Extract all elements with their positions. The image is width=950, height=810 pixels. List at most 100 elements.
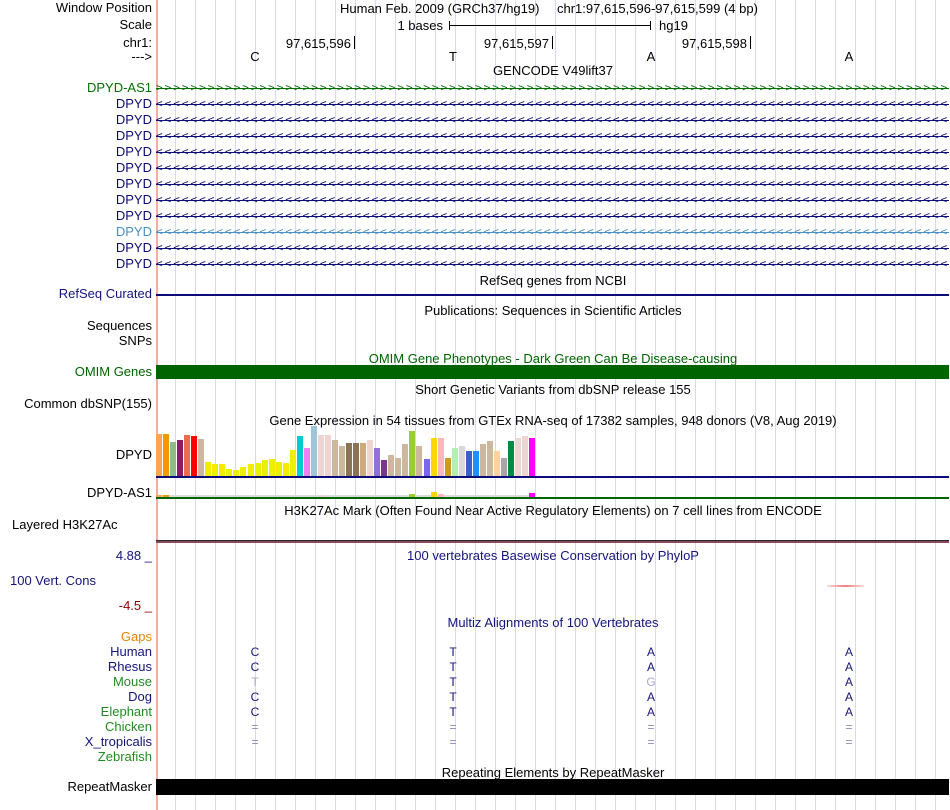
gtex-tissue-bar[interactable]	[515, 438, 521, 476]
gencode-gene-arrows[interactable]: <<<<<<<<<<<<<<<<<<<<<<<<<<<<<<<<<<<<<<<<…	[156, 161, 949, 174]
multiz-species-label[interactable]: Elephant	[100, 704, 152, 719]
omim-genes-label[interactable]: OMIM Genes	[74, 364, 152, 379]
gencode-gene-arrows[interactable]: <<<<<<<<<<<<<<<<<<<<<<<<<<<<<<<<<<<<<<<<…	[156, 129, 949, 142]
gtex-tissue-bar[interactable]	[438, 438, 444, 476]
gtex-tissue-bar[interactable]	[353, 443, 359, 476]
sequences-label[interactable]: Sequences	[86, 318, 152, 333]
multiz-species-label[interactable]: Human	[110, 644, 152, 659]
gtex-dpyd-label[interactable]: DPYD	[115, 447, 152, 462]
gtex-tissue-bar[interactable]	[381, 460, 387, 476]
gtex-tissue-bar[interactable]	[233, 470, 239, 476]
gencode-gene-arrows[interactable]: >>>>>>>>>>>>>>>>>>>>>>>>>>>>>>>>>>>>>>>>…	[156, 81, 949, 94]
gtex-tissue-bar[interactable]	[311, 426, 317, 476]
gtex-tissue-bar[interactable]	[262, 460, 268, 476]
gtex-tissue-bar[interactable]	[325, 435, 331, 476]
repeatmasker-bar[interactable]	[156, 779, 949, 795]
gtex-tissue-bar[interactable]	[255, 463, 261, 476]
gencode-gene-label[interactable]: DPYD-AS1	[86, 80, 152, 95]
gencode-gene-label[interactable]: DPYD	[115, 240, 152, 255]
gtex-as1-tissue-bar[interactable]	[529, 493, 535, 497]
gencode-gene-arrows[interactable]: <<<<<<<<<<<<<<<<<<<<<<<<<<<<<<<<<<<<<<<<…	[156, 209, 949, 222]
gtex-as1-tissue-bar[interactable]	[318, 495, 324, 497]
gtex-as1-tissue-bar[interactable]	[431, 492, 437, 497]
gtex-tissue-bar[interactable]	[346, 443, 352, 476]
h3k27ac-signal-line[interactable]	[156, 540, 949, 543]
gtex-tissue-bar[interactable]	[226, 469, 232, 476]
gtex-tissue-bar[interactable]	[304, 448, 310, 476]
gencode-gene-arrows[interactable]: <<<<<<<<<<<<<<<<<<<<<<<<<<<<<<<<<<<<<<<<…	[156, 257, 949, 270]
gtex-tissue-bar[interactable]	[402, 444, 408, 476]
gtex-tissue-bar[interactable]	[424, 459, 430, 476]
gtex-tissue-bar[interactable]	[283, 463, 289, 476]
multiz-species-label[interactable]: Zebrafish	[97, 749, 152, 764]
gencode-gene-arrows[interactable]: <<<<<<<<<<<<<<<<<<<<<<<<<<<<<<<<<<<<<<<<…	[156, 193, 949, 206]
gtex-tissue-bar[interactable]	[184, 435, 190, 476]
gtex-tissue-bar[interactable]	[466, 451, 472, 476]
gtex-as1-tissue-bar[interactable]	[163, 495, 169, 497]
phylop-track-label[interactable]: 100 Vert. Cons	[10, 573, 96, 588]
gtex-tissue-bar[interactable]	[163, 434, 169, 476]
h3k27ac-label[interactable]: Layered H3K27Ac	[12, 517, 118, 532]
multiz-species-label[interactable]: Mouse	[112, 674, 152, 689]
gencode-gene-arrows[interactable]: <<<<<<<<<<<<<<<<<<<<<<<<<<<<<<<<<<<<<<<<…	[156, 177, 949, 190]
gtex-tissue-bar[interactable]	[374, 448, 380, 476]
gencode-gene-arrows[interactable]: <<<<<<<<<<<<<<<<<<<<<<<<<<<<<<<<<<<<<<<<…	[156, 97, 949, 110]
gencode-gene-label[interactable]: DPYD	[115, 160, 152, 175]
gencode-gene-label[interactable]: DPYD	[115, 256, 152, 271]
gtex-tissue-bar[interactable]	[205, 462, 211, 476]
gtex-tissue-bar[interactable]	[416, 446, 422, 476]
gencode-gene-label[interactable]: DPYD	[115, 208, 152, 223]
gtex-tissue-bar[interactable]	[480, 444, 486, 476]
gtex-tissue-bar[interactable]	[290, 450, 296, 476]
gtex-tissue-bar[interactable]	[332, 440, 338, 476]
gtex-tissue-bar[interactable]	[529, 438, 535, 476]
gtex-tissue-bar[interactable]	[177, 440, 183, 476]
gtex-tissue-bar[interactable]	[198, 439, 204, 476]
gtex-tissue-bar[interactable]	[431, 438, 437, 476]
omim-gene-bar[interactable]	[156, 365, 949, 379]
gtex-as1-tissue-bar[interactable]	[438, 494, 444, 497]
gtex-tissue-bar[interactable]	[212, 464, 218, 476]
gencode-gene-arrows[interactable]: <<<<<<<<<<<<<<<<<<<<<<<<<<<<<<<<<<<<<<<<…	[156, 145, 949, 158]
gtex-tissue-bar[interactable]	[409, 431, 415, 476]
gencode-gene-label[interactable]: DPYD	[115, 224, 152, 239]
gtex-tissue-bar[interactable]	[269, 459, 275, 476]
multiz-species-label[interactable]: Chicken	[105, 719, 152, 734]
gtex-tissue-bar[interactable]	[360, 443, 366, 476]
gtex-as1-tissue-bar[interactable]	[409, 494, 415, 497]
gencode-gene-arrows[interactable]: <<<<<<<<<<<<<<<<<<<<<<<<<<<<<<<<<<<<<<<<…	[156, 113, 949, 126]
common-dbsnp-label[interactable]: Common dbSNP(155)	[24, 396, 152, 411]
gtex-as1-tissue-bar[interactable]	[515, 495, 521, 497]
gtex-tissue-bar[interactable]	[318, 435, 324, 476]
multiz-species-label[interactable]: Rhesus	[107, 659, 152, 674]
gencode-gene-label[interactable]: DPYD	[115, 176, 152, 191]
phylop-signal-dash[interactable]	[827, 585, 864, 587]
gencode-gene-arrows[interactable]: <<<<<<<<<<<<<<<<<<<<<<<<<<<<<<<<<<<<<<<<…	[156, 225, 949, 238]
gtex-tissue-bar[interactable]	[452, 448, 458, 476]
gtex-tissue-bar[interactable]	[367, 440, 373, 476]
multiz-species-label[interactable]: Dog	[128, 689, 152, 704]
gencode-gene-label[interactable]: DPYD	[115, 192, 152, 207]
refseq-curated-label[interactable]: RefSeq Curated	[58, 286, 152, 301]
gtex-tissue-bar[interactable]	[276, 462, 282, 476]
direction-label[interactable]: --->	[131, 49, 152, 64]
gtex-tissue-bar[interactable]	[170, 442, 176, 476]
multiz-species-label[interactable]: X_tropicalis	[84, 734, 152, 749]
gtex-tissue-bar[interactable]	[191, 436, 197, 476]
gencode-gene-label[interactable]: DPYD	[115, 96, 152, 111]
gencode-gene-label[interactable]: DPYD	[115, 128, 152, 143]
gtex-tissue-bar[interactable]	[473, 451, 479, 476]
gtex-tissue-bar[interactable]	[297, 436, 303, 476]
gtex-tissue-bar[interactable]	[501, 458, 507, 476]
gtex-tissue-bar[interactable]	[240, 467, 246, 476]
gtex-tissue-bar[interactable]	[388, 455, 394, 476]
gtex-tissue-bar[interactable]	[459, 446, 465, 476]
gencode-gene-label[interactable]: DPYD	[115, 144, 152, 159]
gtex-tissue-bar[interactable]	[508, 441, 514, 476]
gtex-tissue-bar[interactable]	[522, 436, 528, 476]
gencode-gene-arrows[interactable]: <<<<<<<<<<<<<<<<<<<<<<<<<<<<<<<<<<<<<<<<…	[156, 241, 949, 254]
gtex-tissue-bar[interactable]	[156, 434, 162, 476]
refseq-curated-item[interactable]	[156, 294, 949, 296]
gtex-tissue-bar[interactable]	[445, 458, 451, 476]
gtex-tissue-bar[interactable]	[487, 441, 493, 476]
